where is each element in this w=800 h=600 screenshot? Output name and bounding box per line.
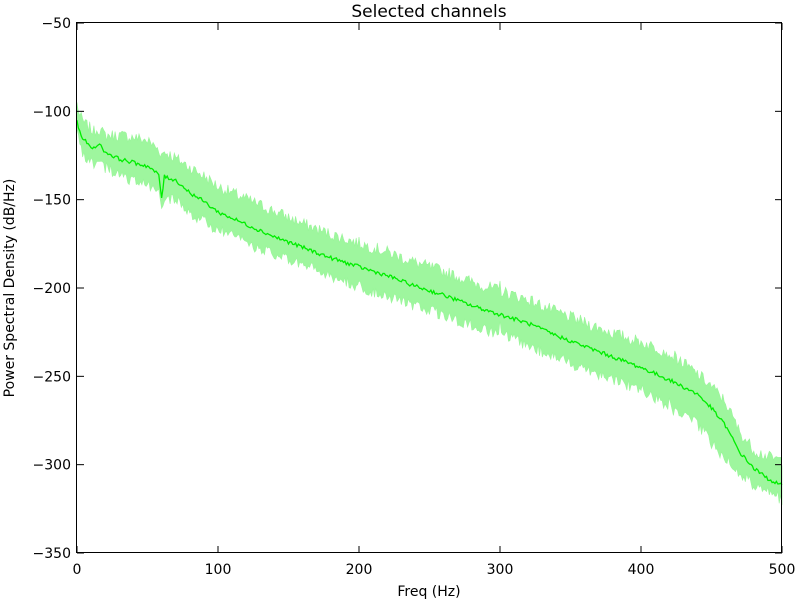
- chart-title: Selected channels: [351, 2, 506, 22]
- y-tick-label: −150: [33, 193, 71, 209]
- y-tick-label: −200: [33, 281, 71, 297]
- y-tick-label: −300: [33, 458, 71, 474]
- series-line-layer: [76, 120, 783, 486]
- tick-layer: 0 100 200 300 400 500 −350 −300 −250 −200 −150 −100…: [33, 16, 796, 578]
- x-tick-label: 500: [769, 562, 796, 578]
- x-tick-label: 200: [346, 562, 373, 578]
- x-tick-label: 300: [487, 562, 514, 578]
- mean-psd-line: [76, 120, 783, 486]
- y-tick-label: −350: [33, 546, 71, 562]
- y-tick-label: −50: [41, 16, 71, 32]
- x-axis-label: Freq (Hz): [397, 584, 460, 600]
- y-tick-label: −250: [33, 369, 71, 385]
- x-tick-label: 100: [205, 562, 232, 578]
- x-tick-label: 400: [628, 562, 655, 578]
- y-tick-label: −100: [33, 104, 71, 120]
- y-axis-label: Power Spectral Density (dB/Hz): [2, 179, 18, 398]
- x-tick-label: 0: [73, 562, 82, 578]
